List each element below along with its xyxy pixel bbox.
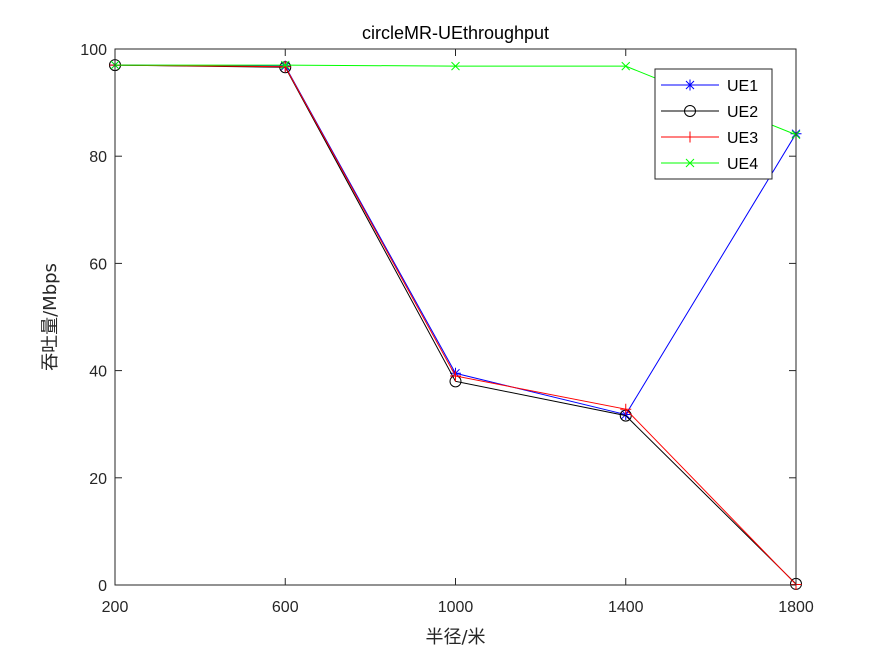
y-tick-label-4: 80 [89, 149, 107, 166]
y-tick-label-1: 20 [89, 471, 107, 488]
y-tick-label-0: 0 [98, 578, 107, 595]
x-tick-label-1: 600 [272, 599, 299, 616]
legend-marker-ue2-shape [684, 105, 696, 117]
y-tick-label-2: 40 [89, 364, 107, 381]
legend-marker-ue2 [684, 105, 696, 117]
data-point-ue3-1-shape [279, 61, 291, 73]
legend-label-ue4: UE4 [727, 156, 758, 173]
y-tick-label-5: 100 [80, 42, 107, 59]
legend-box [654, 68, 773, 180]
legend-label-ue2: UE2 [727, 104, 758, 121]
x-axis-title: 半径/米 [425, 627, 485, 648]
data-point-ue4-1 [280, 60, 290, 70]
data-point-ue3-1 [279, 61, 291, 73]
data-point-ue3-3-shape [620, 403, 632, 415]
legend-label-ue3: UE3 [727, 130, 758, 147]
x-tick-label-0: 200 [102, 599, 129, 616]
legend-marker-ue1 [684, 79, 696, 91]
data-point-ue4-1-shape [280, 60, 290, 70]
data-point-ue3-2-shape [450, 370, 461, 382]
y-tick-label-3: 60 [89, 256, 107, 273]
axes-layer: 200 600 1000 1400 1800 0 20 40 60 80 100 [80, 42, 814, 616]
data-point-ue3-2 [450, 370, 461, 382]
legend: UE1 UE2 UE3 UE4 [654, 68, 773, 180]
chart-title: circleMR-UEthroughput [362, 23, 549, 43]
x-tick-label-4: 1800 [778, 599, 814, 616]
data-point-ue4-2-shape [451, 61, 460, 71]
data-point-ue4-3 [621, 61, 631, 71]
x-tick-label-2: 1000 [438, 599, 474, 616]
x-tick-label-3: 1400 [608, 599, 644, 616]
legend-marker-ue1-shape [684, 79, 696, 91]
y-axis-title: 吞吐量/Mbps [40, 263, 61, 371]
legend-marker-ue4 [685, 158, 695, 168]
data-point-ue4-2 [451, 61, 460, 71]
legend-marker-ue3-shape [684, 131, 696, 143]
data-point-ue3-3 [620, 403, 632, 415]
data-point-ue4-3-shape [621, 61, 631, 71]
legend-marker-ue4-shape [685, 158, 695, 168]
legend-marker-ue3 [684, 131, 696, 143]
legend-label-ue1: UE1 [727, 78, 758, 95]
